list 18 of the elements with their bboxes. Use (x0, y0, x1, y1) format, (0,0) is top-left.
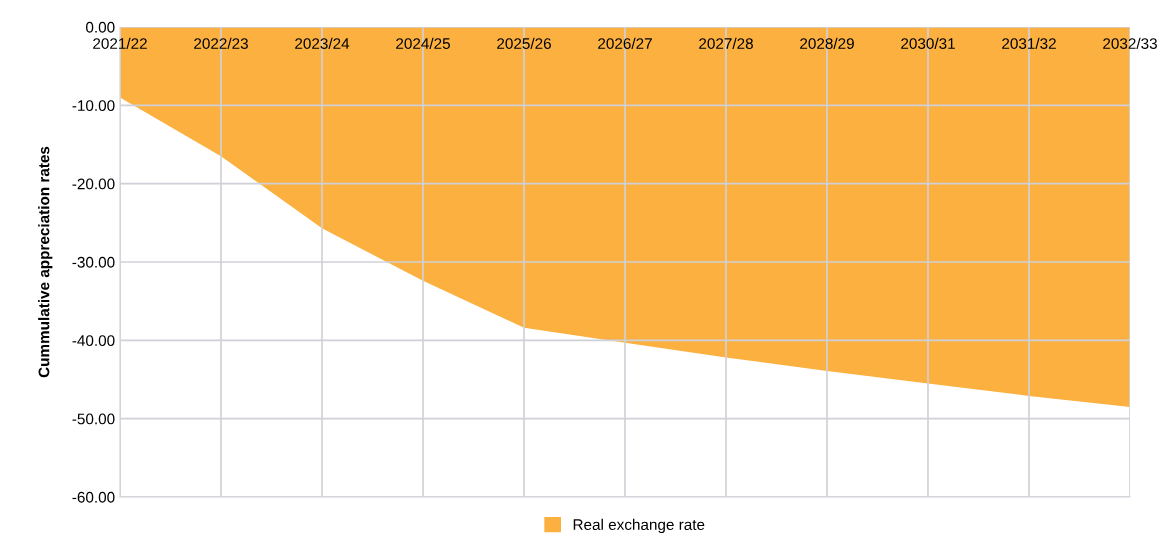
y-axis-title: Cummulative appreciation rates (38, 146, 53, 378)
x-tick-label: 2025/26 (497, 37, 551, 49)
y-tick-label: 0.00 (86, 21, 115, 33)
y-tick-label: -40.00 (72, 335, 115, 347)
x-tick-label: 2024/25 (396, 37, 450, 49)
x-tick-label: 2026/27 (598, 37, 652, 49)
y-tick-label: -10.00 (72, 100, 115, 112)
x-tick-label: 2031/32 (1002, 37, 1056, 49)
y-tick-label: -60.00 (72, 491, 115, 503)
legend-label: Real exchange rate (573, 518, 705, 534)
y-tick-label: -30.00 (72, 256, 115, 268)
x-tick-label: 2027/28 (699, 37, 753, 49)
y-tick-label: -20.00 (72, 178, 115, 190)
x-tick-label: 2022/23 (194, 37, 248, 49)
x-tick-label: 2028/29 (800, 37, 854, 49)
x-tick-label: 2030/31 (901, 37, 955, 49)
x-tick-label: 2023/24 (295, 37, 350, 49)
y-tick-label: -50.00 (72, 413, 115, 425)
